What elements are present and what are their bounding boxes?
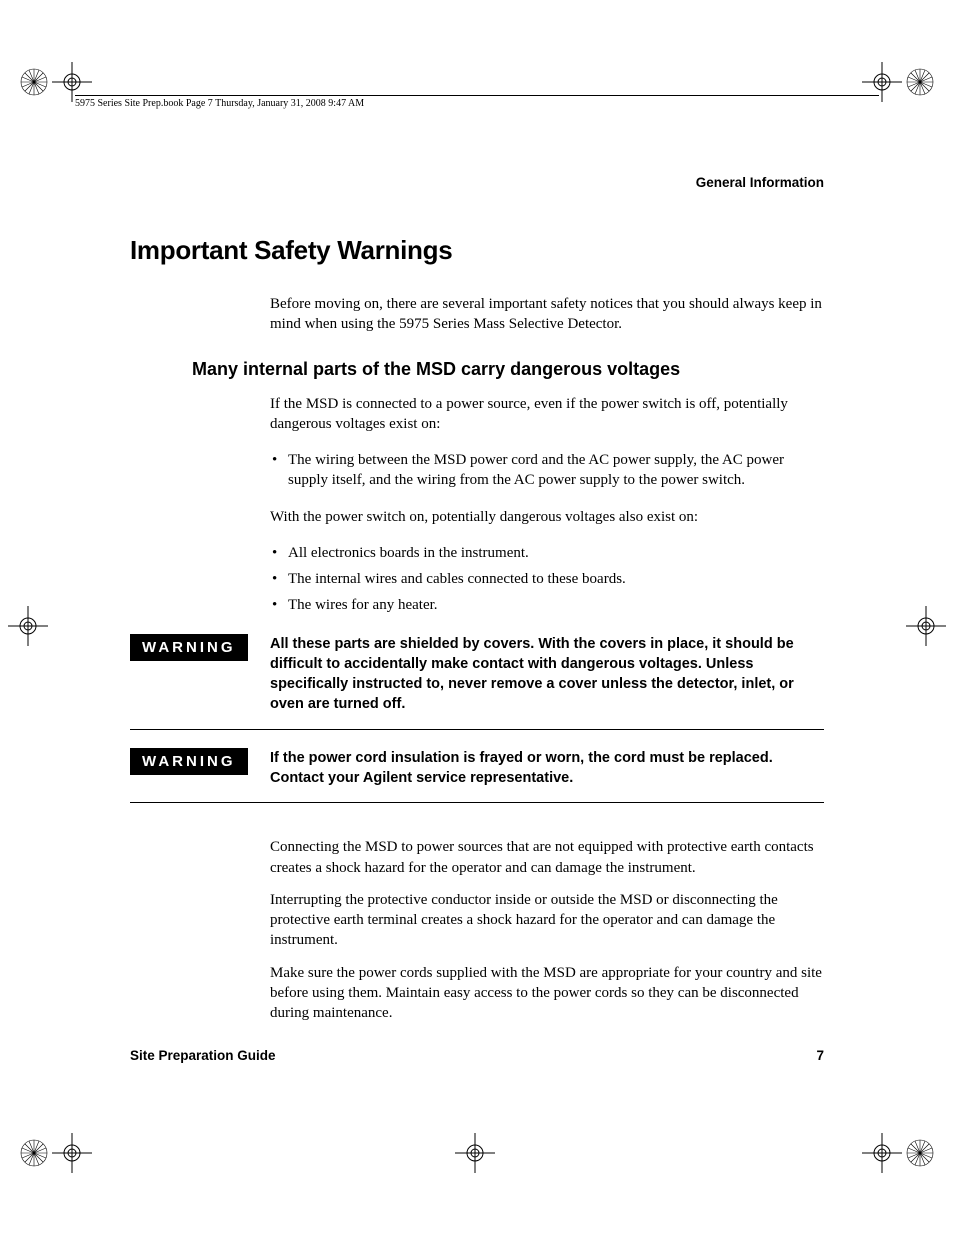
list-item: The wiring between the MSD power cord an… (270, 450, 824, 491)
list-item: The wires for any heater. (270, 595, 824, 615)
registration-mark-icon (455, 1133, 495, 1173)
warning-text: If the power cord insulation is frayed o… (270, 748, 824, 789)
corner-radial-mark-icon (20, 1139, 48, 1167)
book-header-text: 5975 Series Site Prep.book Page 7 Thursd… (75, 98, 364, 109)
body-paragraph: Make sure the power cords supplied with … (270, 963, 824, 1024)
list-item: All electronics boards in the instrument… (270, 543, 824, 563)
list-item: The internal wires and cables connected … (270, 569, 824, 589)
corner-radial-mark-icon (20, 68, 48, 96)
corner-radial-mark-icon (906, 1139, 934, 1167)
warning-label: WARNING (130, 748, 248, 775)
warning-block: WARNING All these parts are shielded by … (130, 634, 824, 730)
registration-mark-icon (8, 606, 48, 646)
body-paragraph: If the MSD is connected to a power sourc… (270, 394, 824, 435)
warning-text: All these parts are shielded by covers. … (270, 634, 824, 715)
warning-label: WARNING (130, 634, 248, 661)
body-paragraph: Connecting the MSD to power sources that… (270, 837, 824, 878)
subsection-heading: Many internal parts of the MSD carry dan… (192, 359, 824, 380)
page-header-line: 5975 Series Site Prep.book Page 7 Thursd… (75, 95, 879, 109)
page-footer: Site Preparation Guide 7 (130, 1048, 824, 1063)
footer-left: Site Preparation Guide (130, 1048, 276, 1063)
registration-mark-icon (906, 606, 946, 646)
intro-paragraph: Before moving on, there are several impo… (270, 294, 824, 335)
page-content: Important Safety Warnings Before moving … (130, 235, 824, 1035)
warning-block: WARNING If the power cord insulation is … (130, 748, 824, 804)
body-paragraph: With the power switch on, potentially da… (270, 507, 824, 527)
registration-mark-icon (52, 1133, 92, 1173)
bullet-list: The wiring between the MSD power cord an… (270, 450, 824, 491)
bullet-list: All electronics boards in the instrument… (270, 543, 824, 616)
body-paragraph: Interrupting the protective conductor in… (270, 890, 824, 951)
section-title: General Information (696, 175, 824, 190)
page-title: Important Safety Warnings (130, 235, 824, 266)
registration-mark-icon (862, 1133, 902, 1173)
corner-radial-mark-icon (906, 68, 934, 96)
page-number: 7 (816, 1048, 824, 1063)
